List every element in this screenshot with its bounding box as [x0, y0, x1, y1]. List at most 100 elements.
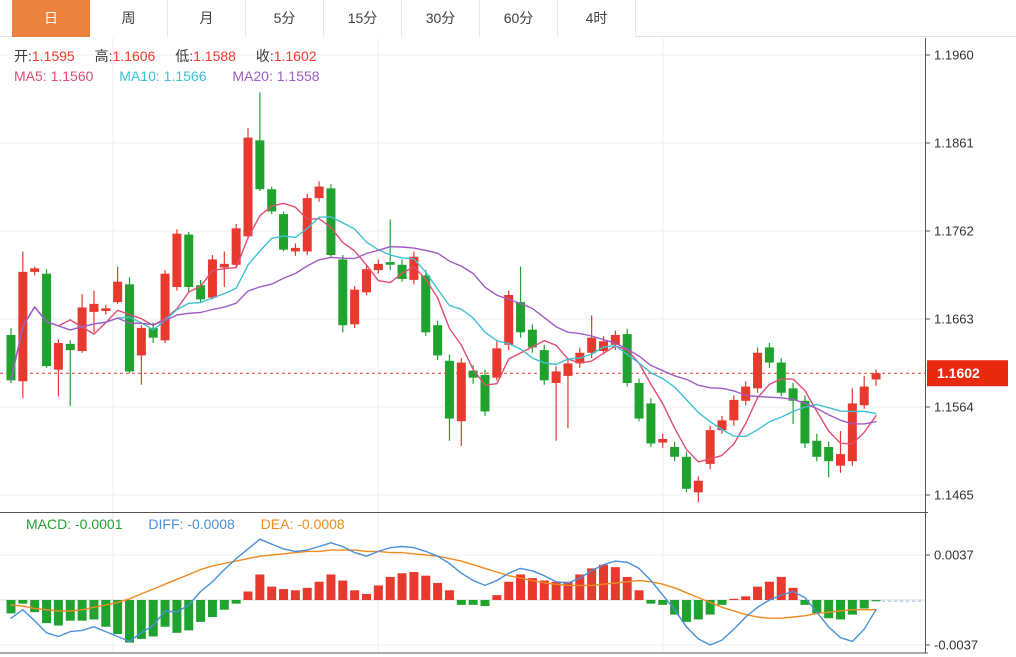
candlestick	[812, 440, 822, 457]
macd-histogram-bar	[136, 600, 146, 639]
dea-line	[10, 549, 877, 619]
axis-tick-label: 1.1663	[934, 312, 974, 327]
macd-histogram-bar	[836, 600, 845, 620]
macd-histogram-bar	[373, 585, 383, 600]
macd-histogram-bar	[634, 590, 644, 600]
macd-histogram-bar	[693, 600, 703, 620]
macd-histogram-bar	[444, 590, 454, 600]
tab-60min[interactable]: 60分	[480, 0, 558, 37]
macd-histogram-bar	[314, 581, 324, 600]
macd-histogram-bar	[729, 598, 739, 600]
candlestick	[587, 337, 597, 353]
macd-histogram-bar	[788, 587, 798, 600]
candlestick	[741, 386, 751, 401]
macd-histogram-bar	[231, 600, 241, 604]
candlestick	[362, 269, 371, 293]
candlestick	[207, 259, 217, 298]
tab-week[interactable]: 周	[90, 0, 168, 37]
candlestick	[30, 268, 40, 272]
candlestick	[658, 439, 668, 443]
macd-histogram-bar	[847, 600, 857, 615]
macd-histogram-bar	[148, 600, 158, 637]
tab-4hour[interactable]: 4时	[558, 0, 636, 37]
current-price-badge	[927, 360, 1008, 387]
candlestick	[705, 430, 715, 464]
candlestick	[729, 399, 739, 421]
diff-line	[10, 538, 877, 646]
macd-histogram-bar	[551, 581, 561, 600]
axis-tick-label: 1.1960	[934, 48, 974, 63]
candlestick	[516, 302, 526, 333]
axis-tick-label: -0.0037	[934, 638, 978, 653]
macd-histogram-bar	[646, 600, 656, 604]
candlestick	[219, 263, 229, 268]
macd-histogram-bar	[658, 600, 668, 605]
tab-day[interactable]: 日	[12, 0, 90, 37]
macd-histogram-bar	[741, 596, 751, 600]
candlestick	[433, 325, 443, 356]
macd-histogram-bar	[516, 574, 526, 600]
macd-histogram-bar	[409, 572, 419, 600]
candlestick	[255, 140, 265, 190]
candlestick	[444, 360, 454, 419]
candlestick	[670, 447, 680, 457]
macd-histogram-bar	[219, 600, 229, 610]
candlestick	[77, 307, 87, 351]
macd-histogram-bar	[196, 600, 206, 622]
macd-histogram-bar	[753, 586, 763, 600]
macd-histogram-bar	[362, 593, 371, 600]
macd-histogram-bar	[504, 581, 514, 600]
macd-histogram-bar	[670, 600, 680, 615]
candlestick	[196, 285, 206, 300]
candlestick	[764, 347, 774, 363]
macd-histogram-bar	[456, 600, 466, 605]
macd-histogram-bar	[338, 580, 348, 600]
candlestick	[551, 371, 561, 383]
candlestick	[563, 363, 573, 376]
macd-histogram-bar	[290, 590, 300, 600]
candlestick	[539, 350, 549, 381]
macd-histogram-bar	[681, 600, 691, 622]
candlestick	[622, 334, 632, 383]
macd-histogram-bar	[776, 576, 786, 600]
candlestick	[610, 335, 620, 345]
tab-15min[interactable]: 15分	[324, 0, 402, 37]
macd-histogram-bar	[824, 600, 834, 619]
candlestick	[101, 308, 111, 311]
candlestick	[279, 214, 289, 250]
macd-histogram-bar	[267, 586, 277, 600]
candlestick	[456, 362, 466, 422]
macd-histogram-bar	[527, 578, 537, 600]
candlestick	[634, 383, 644, 419]
candlestick	[717, 420, 727, 431]
macd-histogram-bar	[433, 582, 443, 600]
macd-histogram-bar	[42, 600, 52, 624]
macd-histogram-bar	[764, 581, 774, 600]
timeframe-tab-bar: 日周月 5分 15分 30分 60分 4时	[0, 0, 1016, 37]
ma10-line	[10, 216, 877, 438]
macd-histogram-bar	[812, 600, 822, 614]
macd-histogram-bar	[421, 575, 431, 600]
tab-month[interactable]: 月	[168, 0, 246, 37]
current-price-badge-label: 1.1602	[937, 365, 980, 381]
macd-histogram-bar	[30, 600, 40, 613]
macd-histogram-bar	[279, 589, 289, 600]
candlestick	[800, 400, 810, 444]
candlestick	[421, 275, 431, 333]
macd-histogram-bar	[113, 600, 123, 635]
candlestick	[113, 281, 123, 303]
candlestick	[480, 375, 490, 412]
candlestick	[859, 386, 869, 406]
macd-histogram-bar	[468, 600, 478, 605]
candlestick	[681, 456, 691, 489]
candlestick	[385, 262, 395, 265]
candlestick	[302, 198, 312, 252]
tab-30min[interactable]: 30分	[402, 0, 480, 37]
macd-histogram-bar	[539, 580, 549, 600]
candlestick	[314, 186, 324, 199]
candlestick	[824, 447, 834, 462]
tab-5min[interactable]: 5分	[246, 0, 324, 37]
candlestick	[65, 343, 75, 351]
